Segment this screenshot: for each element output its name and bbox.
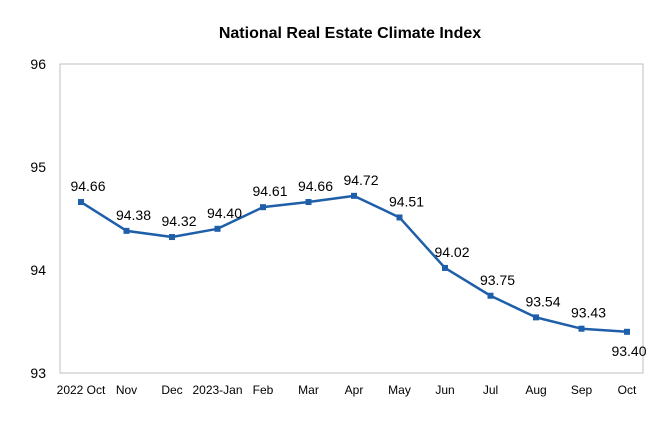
data-markers: [78, 192, 630, 335]
data-label: 93.54: [525, 293, 560, 309]
data-label: 93.43: [571, 305, 606, 321]
y-tick-label: 95: [30, 159, 46, 175]
y-tick-label: 96: [30, 56, 46, 72]
x-axis: 2022 Oct Nov Dec 2023-Jan Feb Mar Apr May Jun Jul…: [57, 383, 637, 397]
x-tick-label: Nov: [116, 383, 137, 397]
data-label: 94.51: [389, 193, 424, 209]
data-point: [578, 325, 585, 332]
data-point: [78, 199, 84, 206]
x-tick-label: Sep: [571, 383, 593, 397]
data-point: [214, 225, 221, 232]
data-point: [533, 314, 539, 321]
x-tick-label: Aug: [525, 383, 546, 397]
data-label: 94.02: [434, 244, 469, 260]
data-point: [260, 204, 266, 211]
data-point: [442, 264, 448, 271]
plot-area-frame: [59, 63, 644, 374]
data-label: 93.75: [480, 272, 515, 288]
y-axis: 93 94 95 96: [30, 56, 46, 381]
data-label: 94.32: [161, 213, 196, 229]
x-tick-label: Feb: [253, 383, 274, 397]
y-tick-label: 93: [30, 365, 46, 381]
data-label: 94.66: [70, 178, 105, 194]
x-tick-label: Dec: [161, 383, 182, 397]
data-point: [123, 227, 130, 234]
x-tick-label: 2023-Jan: [192, 383, 242, 397]
data-point: [624, 328, 630, 335]
x-tick-label: Oct: [618, 383, 637, 397]
data-labels: 94.66 94.38 94.32 94.40 94.61 94.66 94.72 94.51…: [70, 172, 646, 359]
data-point: [396, 214, 403, 221]
y-tick-label: 94: [30, 262, 46, 278]
data-label: 94.72: [343, 172, 378, 188]
data-label: 93.40: [611, 343, 646, 359]
x-tick-label: 2022 Oct: [57, 383, 106, 397]
data-label: 94.38: [116, 207, 151, 223]
data-point: [351, 192, 357, 199]
data-label: 94.66: [298, 178, 333, 194]
chart-title: National Real Estate Climate Index: [219, 25, 481, 42]
x-tick-label: Jun: [435, 383, 454, 397]
x-tick-label: Mar: [298, 383, 319, 397]
x-tick-label: Apr: [345, 383, 364, 397]
data-label: 94.61: [252, 183, 287, 199]
data-point: [169, 234, 175, 241]
data-label: 94.40: [207, 205, 242, 221]
data-point: [487, 292, 494, 299]
x-tick-label: May: [388, 383, 411, 397]
x-tick-label: Jul: [483, 383, 498, 397]
data-point: [305, 199, 312, 206]
